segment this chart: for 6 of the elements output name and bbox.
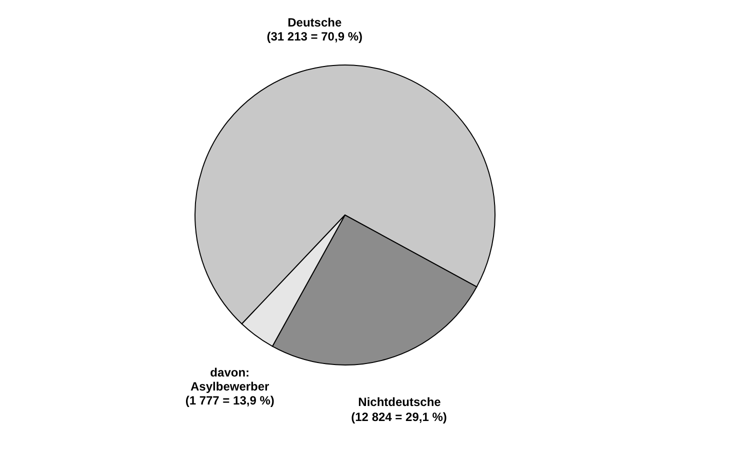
text: (12 824 = 29,1 %) [351,410,447,424]
slice-label: davon: Asylbewerber [190,365,270,394]
slice-label: Nichtdeutsche [358,395,442,410]
data-label: (1 777 = 13,9 %) [185,393,274,408]
data-label: (31 213 = 70,9 %) [266,29,362,44]
slice-label: Deutsche [288,15,342,30]
